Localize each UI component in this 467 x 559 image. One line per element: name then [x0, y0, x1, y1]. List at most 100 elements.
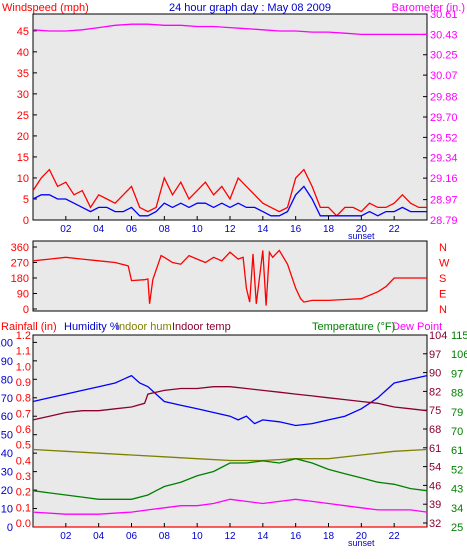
compass-label: S	[439, 273, 446, 285]
barometer-line	[32, 23, 427, 36]
temp-x-tick-label: 08	[159, 531, 171, 542]
humidity-label: Humidity %	[64, 321, 120, 333]
temperature-tick-label: 52	[451, 464, 463, 476]
wind-speed-line	[32, 185, 427, 217]
temp-x-tick-label: 02	[60, 531, 72, 542]
indoor-temp-line	[32, 386, 428, 421]
wind-direction-line	[32, 249, 427, 306]
compass-label: N	[439, 242, 447, 254]
sunset-label-bottom: sunset	[348, 538, 375, 548]
temperature-tick-label: 34	[451, 503, 463, 515]
wind-barometer-panel	[32, 13, 428, 221]
windspeed-tick-label: 30	[17, 89, 29, 101]
wind-x-tick-label: 10	[192, 224, 204, 235]
rainfall-tick-label: 1.0	[16, 361, 31, 373]
rainfall-tick-label: 0.2	[16, 487, 31, 499]
rainfall-tick-label: 0.8	[16, 393, 31, 405]
indoor-temp-tick-label: 75	[429, 405, 441, 417]
rainfall-label: Rainfall (in)	[1, 321, 57, 333]
temperature-tick-label: 61	[451, 445, 463, 457]
temp-x-tick-label: 06	[126, 531, 138, 542]
wind-x-tick-label: 04	[93, 224, 105, 235]
rainfall-tick-label: 0.0	[16, 518, 31, 530]
sunset-label-top: sunset	[348, 231, 375, 241]
temperature-tick-label: 106	[451, 349, 467, 361]
humidity-tick-label: 40	[1, 448, 13, 460]
windspeed-tick-label: 25	[17, 110, 29, 122]
wind-x-tick-label: 20	[356, 224, 368, 235]
indoor-temp-tick-label: 68	[429, 424, 441, 436]
windspeed-tick-label: 10	[17, 173, 29, 185]
indoor-temp-tick-label: 104	[429, 330, 447, 342]
windspeed-tick-label: 15	[17, 152, 29, 164]
rainfall-tick-label: 1.1	[16, 346, 31, 358]
barometer-tick-label: 29.34	[430, 153, 458, 165]
wind-x-tick-label: 12	[224, 224, 236, 235]
temperature-tick-label: 70	[451, 426, 463, 438]
barometer-tick-label: 28.79	[430, 215, 458, 227]
temperature-tick-label: 88	[451, 388, 463, 400]
windspeed-tick-label: 45	[17, 26, 29, 38]
compass-label: E	[439, 289, 446, 301]
dew-point-label: Dew Point	[392, 321, 442, 333]
temp-x-tick-label: 20	[356, 531, 368, 542]
temp-x-tick-label: 12	[224, 531, 236, 542]
compass-label: N	[439, 304, 447, 316]
indoor-temp-tick-label: 46	[429, 480, 441, 492]
indoor-temp-label: Indoor temp	[172, 321, 231, 333]
wind-x-tick-label: 06	[126, 224, 138, 235]
humidity-tick-label: 60	[1, 411, 13, 423]
barometer-axis-label: Barometer (in.)	[392, 2, 465, 14]
windspeed-tick-label: 0	[23, 215, 29, 227]
direction-tick-label: 270	[11, 258, 29, 270]
temperature-tick-labels: 25 34 43 52 61 70 79 88 97 106 115	[451, 330, 467, 534]
graph-title: 24 hour graph day : May 08 2009	[169, 2, 331, 14]
humidity-tick-label: 80	[1, 374, 13, 386]
indoor-temp-tick-label: 54	[429, 462, 441, 474]
indoor-temp-tick-label: 32	[429, 518, 441, 530]
windspeed-axis-label: Windspeed (mph)	[2, 2, 89, 14]
direction-tick-label: 0	[23, 304, 29, 316]
indoor-temp-tick-label: 61	[429, 443, 441, 455]
temperature-humidity-panel	[32, 334, 428, 528]
direction-tick-label: 180	[11, 273, 29, 285]
indoor-temp-tick-label: 39	[429, 499, 441, 511]
humidity-tick-label: 50	[1, 430, 13, 442]
wind-x-tick-label: 22	[389, 224, 401, 235]
humidity-tick-label: 20	[1, 485, 13, 497]
direction-tick-label: 90	[17, 289, 29, 301]
indoor-hum-label: Indoor hum	[116, 321, 172, 333]
rainfall-tick-label: 0.4	[16, 455, 31, 467]
compass-label: W	[439, 258, 450, 270]
temperature-tick-label: 115	[451, 330, 467, 342]
humidity-line	[32, 374, 428, 427]
windspeed-tick-label: 40	[17, 47, 29, 59]
windspeed-tick-label: 35	[17, 68, 29, 80]
rainfall-tick-label: 0.6	[16, 424, 31, 436]
humidity-tick-label: 90	[1, 356, 13, 368]
barometer-tick-label: 30.43	[430, 29, 458, 41]
indoor-temp-tick-label: 82	[429, 386, 441, 398]
windspeed-tick-label: 5	[23, 194, 29, 206]
rainfall-tick-label: 0.7	[16, 408, 31, 420]
humidity-tick-label: 30	[1, 467, 13, 479]
temp-x-tick-labels: 02 04 06 08 10 12 14 16 18 20 22	[60, 523, 400, 542]
barometer-tick-label: 29.52	[430, 132, 458, 144]
indoor-temp-tick-label: 97	[429, 349, 441, 361]
temperature-tick-label: 79	[451, 407, 463, 419]
temp-x-tick-label: 10	[192, 531, 204, 542]
indoor-hum-line	[32, 448, 428, 462]
rainfall-tick-label: 0.1	[16, 502, 31, 514]
temperature-tick-label: 97	[451, 368, 463, 380]
temp-x-tick-label: 14	[257, 531, 269, 542]
rainfall-tick-label: 0.5	[16, 440, 31, 452]
humidity-tick-label: 70	[1, 393, 13, 405]
barometer-tick-label: 28.97	[430, 195, 458, 207]
wind-barometer-series	[32, 23, 427, 217]
direction-tick-labels: 0 90 180 270 360	[11, 242, 37, 316]
wind-x-tick-label: 16	[290, 224, 302, 235]
barometer-tick-labels: 28.79 28.97 29.16 29.34 29.52 29.70 29.88 30.07…	[423, 9, 458, 227]
direction-tick-label: 360	[11, 242, 29, 254]
temperature-label: Temperature (°F)	[312, 321, 395, 333]
